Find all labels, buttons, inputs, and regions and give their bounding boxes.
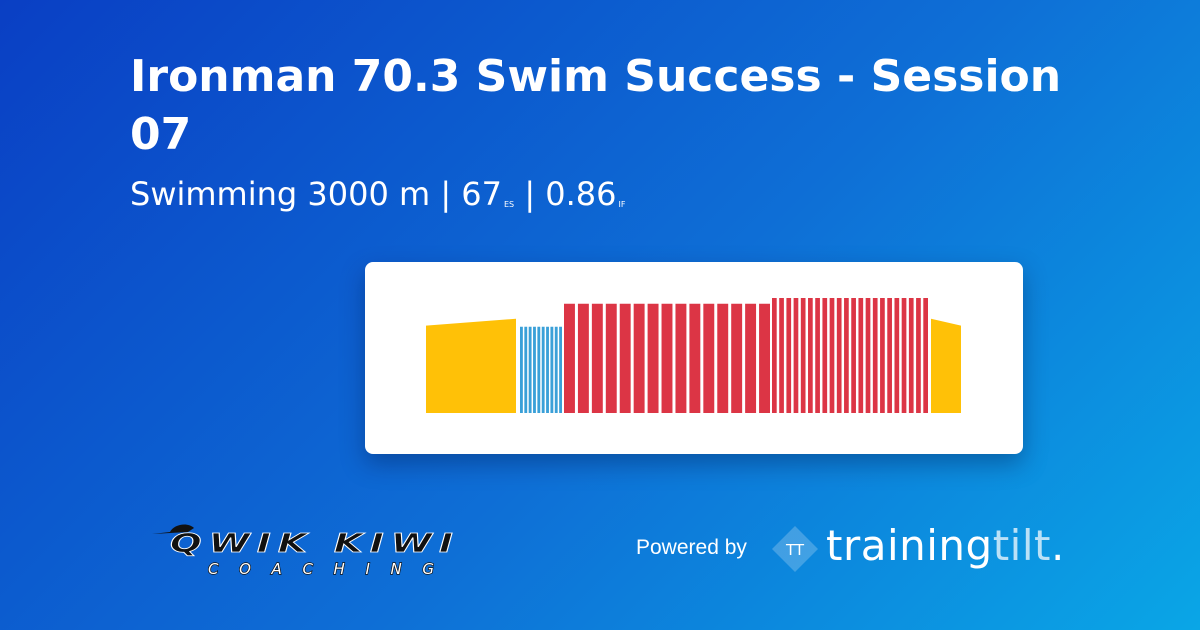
hard-interval-bar (591, 303, 603, 413)
hard-interval-bar (605, 303, 617, 413)
stress-score-unit: ES (504, 200, 515, 209)
hard-interval-bar (858, 298, 864, 413)
brand-name-main: training (826, 521, 993, 570)
hard-interval-bar (689, 303, 701, 413)
easy-interval-bar (550, 326, 554, 413)
hard-interval-bar (923, 298, 928, 413)
brand-mark-text: TT (785, 541, 805, 559)
workout-title: Ironman 70.3 Swim Success - Session 07 (130, 51, 1062, 160)
hard-interval-bar (577, 303, 589, 413)
hard-interval-bar (887, 298, 892, 413)
hard-interval-bar (647, 303, 659, 413)
brand-name-dot: . (1051, 521, 1065, 570)
easy-interval-bar (537, 326, 541, 413)
hard-interval-bar (815, 298, 820, 413)
qwik-kiwi-coaching-logo: QWIK KIWI COACHING (152, 524, 460, 579)
workout-structure-chart (426, 298, 961, 413)
hard-interval-bar (564, 303, 575, 413)
hard-interval-bar (822, 298, 828, 413)
easy-interval-bar (541, 326, 545, 413)
easy-interval-bar (528, 326, 532, 413)
cooldown-ramp-bar (931, 318, 961, 413)
hard-interval-bar (717, 303, 729, 413)
client-logo-subtext: COACHING (208, 560, 448, 578)
trainingtilt-logo[interactable]: trainingtilt. (826, 518, 1065, 574)
sport-label: Swimming (130, 175, 298, 213)
powered-by-label: Powered by (636, 536, 747, 559)
brand-name-accent: tilt (992, 521, 1051, 570)
hard-interval-bar (894, 298, 900, 413)
intensity-factor-unit: IF (618, 200, 626, 209)
hard-interval-bar (633, 303, 645, 413)
hard-interval-bar (619, 303, 631, 413)
client-logo-text: QWIK KIWI (170, 529, 460, 559)
hard-interval-bar (880, 298, 885, 413)
hard-interval-bar (786, 298, 792, 413)
easy-interval-bar (520, 326, 523, 413)
hard-interval-bar (916, 298, 921, 413)
hard-interval-bar (800, 298, 806, 413)
hard-interval-bar (865, 298, 871, 413)
hard-interval-bar (872, 298, 878, 413)
hard-interval-bar (703, 303, 715, 413)
intensity-factor-value: 0.86 (545, 175, 617, 213)
easy-interval-bar (546, 326, 549, 413)
stress-score-value: 67 (461, 175, 502, 213)
kiwi-bird-icon (152, 524, 194, 534)
separator: | (524, 175, 536, 213)
hard-interval-bar (901, 298, 907, 413)
easy-interval-bar (524, 326, 528, 413)
hard-interval-bar (844, 298, 849, 413)
hard-interval-bar (779, 298, 784, 413)
hard-interval-bar (793, 298, 799, 413)
workout-chart-card (365, 262, 1023, 454)
hard-interval-bar (731, 303, 743, 413)
hard-interval-bar (745, 303, 757, 413)
hard-interval-bar (908, 298, 914, 413)
distance-value: 3000 m (307, 175, 431, 213)
easy-interval-bar (559, 326, 562, 413)
hard-interval-bar (772, 298, 777, 413)
separator: | (440, 175, 452, 213)
easy-interval-bar (554, 326, 558, 413)
hard-interval-bar (661, 303, 673, 413)
hard-interval-bar (836, 298, 842, 413)
warmup-ramp-bar (426, 318, 516, 413)
hard-interval-bar (759, 303, 770, 413)
hard-interval-bar (808, 298, 813, 413)
hard-interval-bar (829, 298, 835, 413)
hard-interval-bar (851, 298, 856, 413)
hard-interval-bar (675, 303, 687, 413)
trainingtilt-diamond-icon: TT (772, 526, 818, 572)
easy-interval-bar (533, 326, 536, 413)
workout-summary: Swimming 3000 m | 67 ES | 0.86 IF (130, 172, 625, 227)
